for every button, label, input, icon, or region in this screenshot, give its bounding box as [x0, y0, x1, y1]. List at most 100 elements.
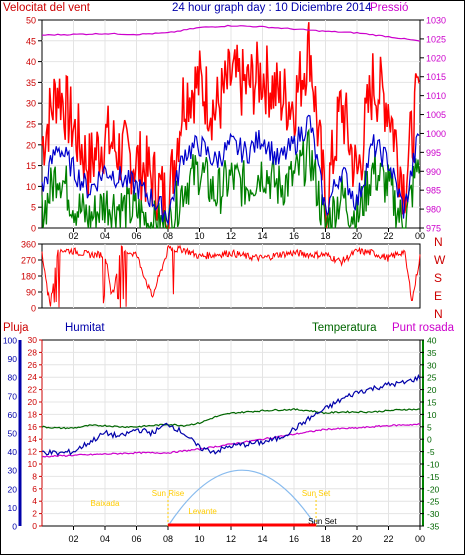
wind-x-tick-label: 00 — [415, 231, 425, 241]
wind-x-tick-label: 16 — [289, 231, 299, 241]
wind-left-tick-label: 45 — [26, 36, 36, 46]
temp-x-tick-label: 04 — [100, 534, 110, 544]
dewpoint-line — [41, 423, 421, 458]
sun-elevation-arc — [167, 469, 317, 527]
humidity-tick-label: 40 — [8, 447, 18, 457]
temperature-tick-label: 20 — [427, 385, 437, 395]
wind-direction-line — [41, 244, 421, 308]
temperature-tick-label: -5 — [427, 447, 435, 457]
temp-x-tick-label: 10 — [194, 534, 204, 544]
wind-speed-line — [41, 22, 420, 229]
rain-title: Pluja — [3, 322, 29, 334]
rain-tick-label: 26 — [28, 360, 38, 370]
dir-tick-label: 90 — [26, 288, 36, 298]
pressure-tick-label: 990 — [426, 167, 441, 177]
pressure-tick-label: 1010 — [426, 91, 446, 101]
rain-tick-label: 24 — [28, 372, 38, 382]
graph-title: 24 hour graph day : 10 Diciembre 2014 — [172, 2, 372, 14]
wind-left-tick-label: 0 — [31, 224, 36, 234]
humidity-tick-label: 20 — [8, 484, 18, 494]
wind-left-tick-label: 20 — [26, 140, 36, 150]
pressure-tick-label: 980 — [426, 205, 441, 215]
temp-x-tick-label: 00 — [415, 534, 425, 544]
temperature-tick-label: 25 — [427, 373, 437, 383]
humidity-tick-label: 10 — [8, 503, 18, 513]
humidity-tick-label: 90 — [8, 354, 18, 364]
temperature-tick-label: 5 — [427, 422, 432, 432]
wind-left-tick-label: 10 — [26, 182, 36, 192]
humidity-tick-label: 50 — [8, 429, 18, 439]
rain-tick-label: 14 — [28, 434, 38, 444]
wind-plot: 0510152025303540455097598098599099510001… — [26, 16, 446, 242]
temperature-tick-label: 30 — [427, 360, 437, 370]
wind-avg-line — [41, 114, 420, 226]
humidity-tick-label: 100 — [3, 336, 17, 346]
rain-tick-label: 22 — [28, 385, 38, 395]
rain-tick-label: 12 — [28, 447, 38, 457]
compass-label: S — [434, 271, 442, 285]
pressure-tick-label: 1020 — [426, 53, 446, 63]
pressure-tick-label: 975 — [426, 224, 441, 234]
pressure-line — [41, 24, 421, 42]
rain-tick-label: 10 — [28, 459, 38, 469]
temp-x-tick-label: 16 — [289, 534, 299, 544]
compass-label: N — [434, 235, 443, 249]
temperature-plot: 0102030405060708090100024681012141618202… — [3, 335, 440, 544]
wind-left-tick-label: 40 — [26, 57, 36, 67]
temp-x-tick-label: 12 — [226, 534, 236, 544]
temperature-tick-label: 0 — [427, 435, 432, 445]
moonrise-label: Levante — [188, 507, 217, 516]
wind-left-tick-label: 50 — [26, 16, 36, 26]
sunrise-label: Sun Rise — [152, 489, 185, 498]
pressure-tick-label: 1015 — [426, 72, 446, 82]
temperature-tick-label: -20 — [427, 484, 440, 494]
compass-label: E — [434, 289, 442, 303]
dir-tick-label: 0 — [31, 304, 36, 314]
wind-x-tick-label: 10 — [194, 231, 204, 241]
temp-x-tick-label: 14 — [257, 534, 267, 544]
humidity-tick-label: 70 — [8, 391, 18, 401]
humidity-tick-label: 80 — [8, 373, 18, 383]
dir-tick-label: 270 — [21, 256, 36, 266]
temperature-tick-label: 40 — [427, 336, 437, 346]
pressure-tick-label: 1025 — [426, 34, 446, 44]
rain-tick-label: 2 — [32, 509, 37, 519]
pressure-tick-label: 995 — [426, 148, 441, 158]
temperature-tick-label: -10 — [427, 460, 440, 470]
pressure-tick-label: 1030 — [426, 16, 446, 26]
wind-min-line — [41, 128, 420, 230]
dewpoint-title: Punt rosada — [392, 322, 455, 334]
temp-x-tick-label: 20 — [352, 534, 362, 544]
wind-x-tick-label: 14 — [257, 231, 267, 241]
moonset-label: Baixada — [91, 499, 120, 508]
dir-tick-label: 360 — [21, 240, 36, 250]
temperature-line — [41, 408, 421, 430]
wind-x-tick-label: 20 — [352, 231, 362, 241]
temp-x-tick-label: 02 — [68, 534, 78, 544]
humidity-tick-label: 0 — [12, 522, 17, 532]
dir-tick-label: 180 — [21, 272, 36, 282]
pressure-tick-label: 985 — [426, 186, 441, 196]
humidity-tick-label: 30 — [8, 466, 18, 476]
wind-x-tick-label: 18 — [320, 231, 330, 241]
wind-speed-title: Velocitat del vent — [3, 2, 91, 14]
temperature-tick-label: 10 — [427, 410, 437, 420]
rain-tick-label: 18 — [28, 409, 38, 419]
wind-x-tick-label: 04 — [100, 231, 110, 241]
temp-x-tick-label: 22 — [383, 534, 393, 544]
temp-x-tick-label: 06 — [131, 534, 141, 544]
pressure-tick-label: 1000 — [426, 129, 446, 139]
rain-tick-label: 0 — [32, 521, 37, 531]
rain-tick-label: 8 — [32, 471, 37, 481]
pressure-tick-label: 1005 — [426, 110, 446, 120]
rain-tick-label: 6 — [32, 484, 37, 494]
rain-tick-label: 4 — [32, 496, 37, 506]
rain-tick-label: 20 — [28, 397, 38, 407]
temperature-title: Temperatura — [312, 322, 377, 334]
sunset-label: Sun Set — [302, 489, 331, 498]
wind-x-tick-label: 02 — [68, 231, 78, 241]
temperature-tick-label: -15 — [427, 472, 440, 482]
